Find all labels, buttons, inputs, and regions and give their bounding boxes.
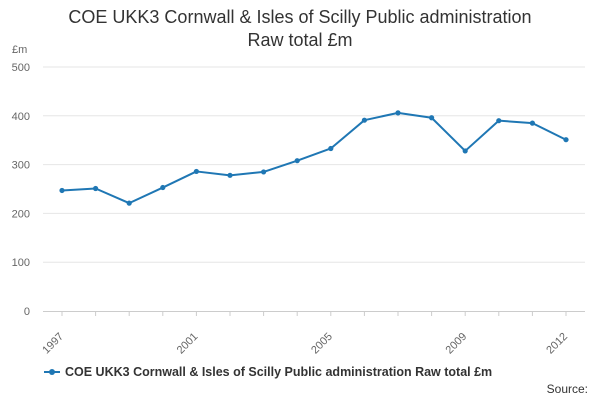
data-point xyxy=(529,120,536,126)
data-point xyxy=(294,158,300,164)
y-tick-label: 400 xyxy=(12,111,30,123)
legend[interactable]: COE UKK3 Cornwall & Isles of Scilly Publ… xyxy=(44,365,492,379)
x-tick-label: 2012 xyxy=(544,331,570,357)
data-point xyxy=(496,118,502,124)
legend-line-marker-icon xyxy=(44,367,60,377)
x-tick-label: 1997 xyxy=(40,331,66,357)
data-point xyxy=(563,137,569,143)
data-point xyxy=(193,168,199,175)
data-point xyxy=(462,148,468,154)
x-tick-label: 2005 xyxy=(309,331,335,357)
data-point xyxy=(126,200,132,206)
data-point xyxy=(93,185,99,192)
y-tick-label: 200 xyxy=(12,208,30,220)
data-point xyxy=(361,117,367,123)
x-tick-label: 2009 xyxy=(444,331,470,357)
y-tick-label: 0 xyxy=(24,306,30,318)
y-tick-label: 500 xyxy=(12,62,30,74)
source-label: Source: xyxy=(546,382,588,396)
data-point xyxy=(59,187,65,194)
data-point xyxy=(429,115,435,121)
x-tick-label: 2001 xyxy=(175,331,201,357)
chart-title: COE UKK3 Cornwall & Isles of Scilly Publ… xyxy=(68,7,532,50)
legend-label: COE UKK3 Cornwall & Isles of Scilly Publ… xyxy=(65,365,493,379)
y-axis-unit-label: £m xyxy=(12,44,28,56)
data-point xyxy=(261,169,267,175)
data-point xyxy=(227,172,233,178)
y-tick-label: 100 xyxy=(12,257,30,269)
series-line xyxy=(61,111,567,205)
data-point xyxy=(328,145,334,152)
y-tick-label: 300 xyxy=(12,160,30,172)
data-point xyxy=(160,184,166,191)
data-point xyxy=(395,110,401,116)
